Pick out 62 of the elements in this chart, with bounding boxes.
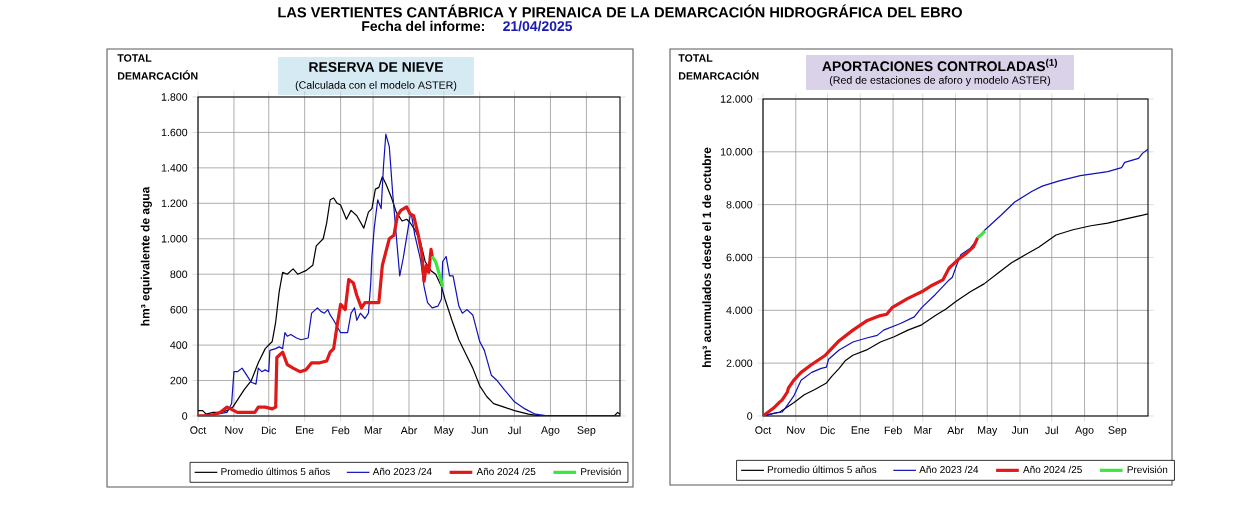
y-tick-label: 400 <box>170 341 188 349</box>
y-tick-label: 10.000 <box>720 148 753 156</box>
y-tick-label: 12.000 <box>720 95 753 103</box>
x-tick-label: Abr <box>400 426 418 435</box>
x-tick-label: Ene <box>851 426 870 434</box>
x-tick-label: Jun <box>471 426 488 434</box>
x-tick-label: Dic <box>820 426 835 435</box>
text: TOTAL DEMARCACIÓN <box>678 54 759 80</box>
x-tick-label: Ago <box>541 426 560 436</box>
legend-label: Promedio últimos 5 años <box>767 465 877 474</box>
x-tick-label: Jul <box>507 426 521 435</box>
legend-label: Previsión <box>1127 465 1168 474</box>
x-tick-label: Dic <box>261 426 277 435</box>
x-tick-label: Sep <box>1108 426 1127 436</box>
line-series <box>430 254 445 289</box>
legend-label: Año 2024 /25 <box>1023 465 1082 474</box>
y-tick-label: 800 <box>170 270 188 278</box>
y-tick-label: 6.000 <box>726 253 753 262</box>
y-axis-title: hm³ acumulados desde el 1 de octubre <box>702 147 712 367</box>
chart-title: APORTACIONES CONTROLADAS$^{(1)}$ <box>822 58 1057 72</box>
legend-label: Promedio últimos 5 años <box>221 467 330 476</box>
legend-label: Año 2024 /25 <box>476 467 536 476</box>
y-tick-label: 1.000 <box>161 235 188 243</box>
y-tick-label: 8.000 <box>726 200 753 209</box>
y-tick-label: 1.200 <box>161 199 188 208</box>
x-tick-label: Mar <box>364 426 383 434</box>
y-tick-label: 4.000 <box>726 306 753 315</box>
x-tick-label: Feb <box>332 426 350 435</box>
text: 21/04/2025 <box>503 20 573 32</box>
x-tick-label: Jul <box>1045 426 1058 435</box>
x-tick-label: Ago <box>1075 426 1094 436</box>
x-tick-label: Jun <box>1011 426 1028 434</box>
y-tick-label: 0 <box>747 412 753 420</box>
legend-label: Año 2023 /24 <box>919 465 979 474</box>
x-tick-label: May <box>434 426 454 436</box>
y-tick-label: 2.000 <box>726 359 753 367</box>
text: TOTAL DEMARCACIÓN <box>117 54 198 80</box>
y-tick-label: 1.600 <box>161 128 188 137</box>
y-axis-title: hm³ equivalente de agua <box>140 186 152 326</box>
chart-title: RESERVA DE NIEVE <box>309 62 443 72</box>
x-tick-label: Mar <box>914 426 932 434</box>
x-tick-label: Nov <box>787 426 806 434</box>
chart-subtitle: (Red de estaciones de aforo y modelo ASTER) <box>829 76 1051 86</box>
x-tick-label: Ene <box>296 426 314 434</box>
y-tick-label: 0 <box>182 412 188 420</box>
text: LAS VERTIENTES CANTÁBRICA Y PIRENAICA DE LA DEMARCACIÓN HIDROGRÁFICA DEL EBRO <box>278 4 962 18</box>
chart-subtitle: (Calculada con el modelo ASTER) <box>295 81 457 91</box>
text: Fecha del informe: <box>362 20 484 32</box>
line-series <box>763 236 980 416</box>
x-tick-label: May <box>978 426 998 436</box>
x-tick-label: Sep <box>577 426 596 436</box>
y-tick-label: 600 <box>170 305 188 314</box>
y-tick-label: 1.800 <box>161 93 188 101</box>
x-tick-label: Feb <box>884 426 902 435</box>
y-tick-label: 1.400 <box>161 164 188 172</box>
legend-label: Año 2023 /24 <box>372 467 432 476</box>
legend-label: Previsión <box>581 467 621 476</box>
x-tick-label: Nov <box>225 426 244 434</box>
x-tick-label: Abr <box>947 426 964 435</box>
x-tick-label: Oct <box>755 426 772 434</box>
y-tick-label: 200 <box>170 376 188 385</box>
x-tick-label: Oct <box>190 426 207 434</box>
